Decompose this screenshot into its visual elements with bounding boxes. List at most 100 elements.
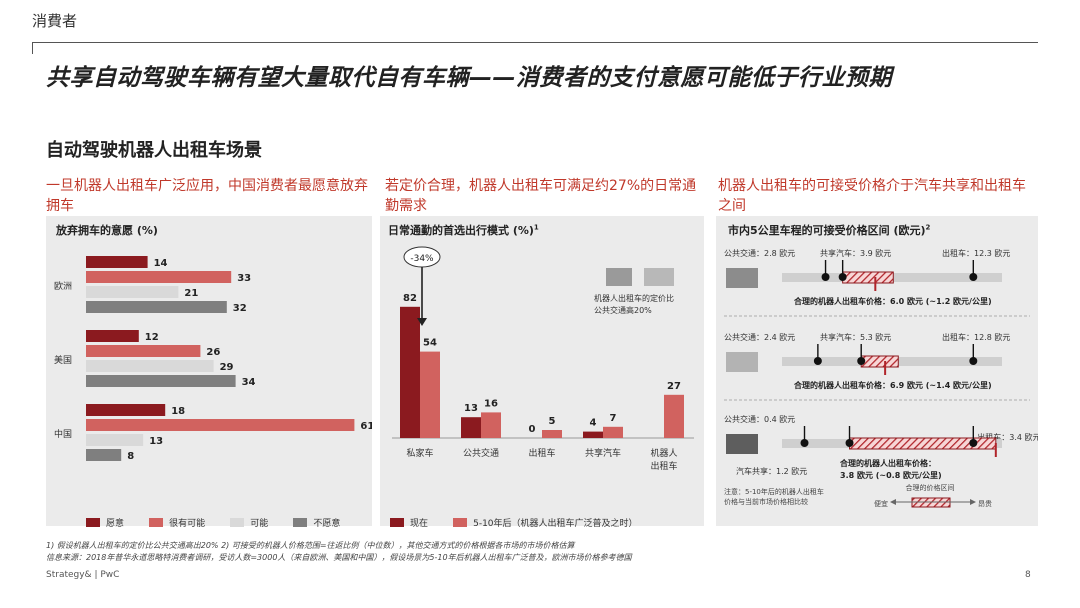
right-chart-title-text: 市内5公里车程的可接受价格区间 (欧元) (728, 224, 926, 237)
category-label: 中国 (54, 428, 72, 440)
category-label: 美国 (54, 354, 72, 366)
legend-item: 不愿意 (293, 516, 340, 529)
bar (86, 404, 166, 416)
category-label: 欧洲 (54, 280, 72, 292)
legend-label: 不愿意 (313, 519, 341, 529)
taxi-price-marker-dot (969, 273, 978, 281)
left-legend: 愿意 很有可能 可能 不愿意 (86, 512, 360, 531)
legend-note: 价格与当前市场价格相比较 (724, 497, 808, 506)
page-title: 共享自动驾驶车辆有望大量取代自有车辆——消费者的支付意愿可能低于行业预期 (46, 65, 892, 91)
region-flag-icon (726, 268, 758, 288)
right-panel-heading: 机器人出租车的可接受价格介于汽车共享和出租车之间 (718, 178, 1026, 214)
car-sharing-price-label: 共享汽车：3.9 欧元 (820, 248, 891, 258)
share-price-marker-dot (838, 273, 847, 281)
bar (664, 394, 684, 438)
pricing-note: 公共交通高20% (594, 305, 652, 315)
public-price-marker-dot (813, 357, 822, 365)
section-tag: 消費者 (32, 12, 78, 30)
bar-value-label: 29 (220, 362, 234, 373)
footer-brand: Strategy& | PwC (46, 570, 120, 580)
bar-value-label: 21 (184, 288, 198, 299)
bar-value-label: 8 (127, 451, 134, 462)
bar (86, 360, 214, 372)
public-price-marker-dot (800, 439, 809, 447)
bar-value-label: 14 (154, 258, 168, 269)
car-sharing-price-label: 汽车共享：1.2 欧元 (736, 466, 807, 476)
scenario-title: 自动驾驶机器人出租车场景 (46, 140, 262, 161)
bar-value-label: 34 (242, 377, 256, 388)
bar (583, 431, 603, 438)
acceptable-price-range (860, 355, 899, 368)
category-label: 公共交通 (463, 447, 499, 459)
robotaxi-price-note: 合理的机器人出租车价格：6.0 欧元 (~1.2 欧元/公里) (793, 296, 992, 306)
bar-value-label: 12 (145, 332, 159, 343)
bar (542, 430, 562, 438)
taxi-price-label: 出租车：12.3 欧元 (942, 248, 1010, 258)
bar (461, 417, 481, 438)
bar-value-label: 18 (171, 406, 185, 417)
bar (86, 434, 144, 446)
flag-us-icon (644, 268, 674, 286)
robotaxi-price-note: 合理的机器人出租车价格： (839, 458, 936, 468)
bar-value-label: 13 (464, 403, 478, 414)
bar (86, 256, 148, 268)
legend-item: 很有可能 (149, 516, 205, 529)
right-chart-panel (716, 216, 1038, 526)
legend-expensive-label: 昂贵 (978, 499, 992, 508)
legend-item: 5-10年后（机器人出租车广泛普及之时） (453, 516, 638, 529)
bar-value-label: 32 (233, 303, 247, 314)
public-transport-price-label: 公共交通：2.4 欧元 (724, 332, 795, 342)
legend-range-label: 合理的价格区间 (906, 483, 955, 492)
bar (400, 306, 420, 438)
page-number: 8 (1025, 570, 1031, 580)
legend-label: 现在 (410, 519, 429, 529)
legend-item: 现在 (390, 516, 428, 529)
legend-cheap-label: 便宜 (874, 499, 888, 508)
right-chart-title-sup: 2 (925, 223, 931, 232)
bar (420, 351, 440, 438)
change-annotation-arrowhead (417, 318, 427, 326)
bar (86, 419, 355, 431)
middle-chart-title-sup: 1 (533, 223, 539, 232)
legend-swatch (149, 518, 164, 527)
bar-value-label: 61 (360, 421, 372, 432)
bar-value-label: 54 (423, 338, 437, 349)
public-transport-price-label: 公共交通：0.4 欧元 (724, 414, 795, 424)
legend-label: 5-10年后（机器人出租车广泛普及之时） (473, 519, 638, 529)
bar (86, 449, 122, 461)
middle-chart-title-text: 日常通勤的首选出行模式 (%) (388, 224, 534, 237)
flag-eu-icon (606, 268, 632, 286)
taxi-price-label: 出租车：12.8 欧元 (942, 332, 1010, 342)
change-annotation-label: -34% (410, 254, 434, 264)
category-label: 出租车 (650, 460, 677, 472)
region-flag-icon (726, 352, 758, 372)
legend-label: 很有可能 (169, 519, 206, 529)
left-panel-heading: 一旦机器人出租车广泛应用，中国消费者最愿意放弃拥车 (46, 178, 368, 214)
legend-note: 注意：5-10年后的机器人出租车 (724, 487, 824, 496)
car-sharing-price-label: 共享汽车：5.3 欧元 (820, 332, 891, 342)
footnote-source: 信息来源：2018年普华永道思略特消费者调研，受访人数=3000人（来自欧洲、美… (46, 553, 632, 562)
middle-chart-title: 日常通勤的首选出行模式 (%)1 (388, 222, 539, 238)
legend-arrow-right (970, 499, 976, 505)
legend-label: 愿意 (106, 519, 125, 529)
bar-value-label: 13 (149, 436, 163, 447)
legend-swatch (453, 518, 468, 527)
middle-legend: 现在 5-10年后（机器人出租车广泛普及之时） (390, 512, 658, 531)
legend-arrow-left (890, 499, 896, 505)
bar (86, 271, 232, 283)
legend-swatch (390, 518, 404, 527)
middle-panel-heading: 若定价合理，机器人出租车可满足约27%的日常通勤需求 (385, 178, 697, 214)
header-divider (32, 42, 1038, 43)
legend-item: 愿意 (86, 516, 124, 529)
category-label: 私家车 (406, 447, 433, 459)
pricing-note: 机器人出租车的定价比 (594, 293, 674, 303)
left-chart-title: 放弃拥车的意愿 (%) (56, 224, 158, 237)
right-chart-title: 市内5公里车程的可接受价格区间 (欧元)2 (728, 222, 930, 238)
bar (603, 426, 623, 438)
taxi-price-label: 出租车：3.4 欧元 (977, 432, 1038, 442)
header-divider-tick (32, 42, 33, 54)
bar (86, 345, 201, 357)
category-label: 共享汽车 (585, 447, 621, 459)
